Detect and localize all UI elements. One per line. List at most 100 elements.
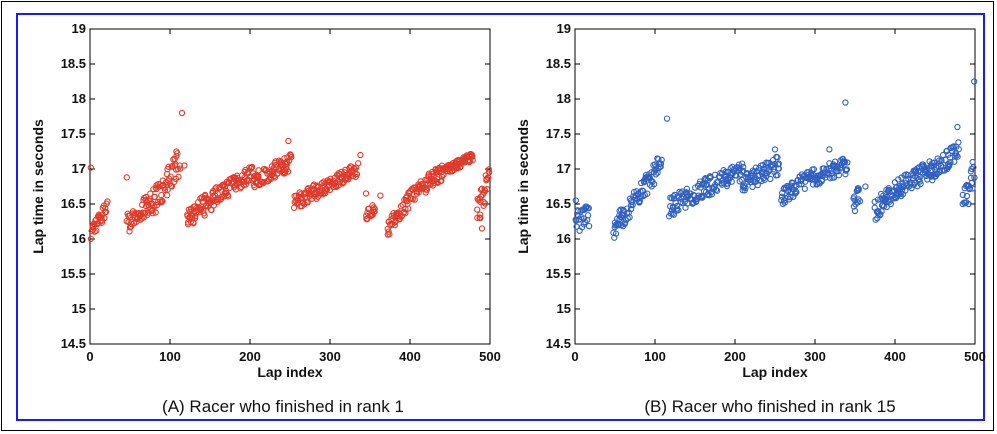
panel-a: 14.5 15 15.5 16 16.5 17 17.5 18 18.5 19 0 100 200 300…	[30, 21, 501, 416]
data-point	[862, 183, 869, 190]
data-point	[898, 192, 905, 200]
data-point	[930, 159, 937, 166]
x-tick-label: 0	[571, 349, 578, 364]
panel-b: 14.5 15 15.5 16 16.5 17 17.5 18 18.5 19 0 100 200 300…	[515, 21, 986, 416]
data-point	[285, 137, 292, 145]
y-tick-label: 14.5	[61, 336, 86, 351]
data-point	[481, 200, 489, 207]
data-point	[657, 160, 665, 167]
y-tick-label: 18	[557, 91, 571, 106]
data-point	[670, 211, 678, 218]
x-tick-label: 400	[399, 349, 421, 364]
data-point	[615, 221, 622, 229]
x-tick-label: 200	[239, 349, 261, 364]
data-point	[856, 197, 864, 205]
data-point	[411, 196, 418, 203]
data-point	[176, 162, 183, 169]
data-point	[635, 198, 642, 206]
data-point	[951, 158, 958, 165]
data-point	[371, 208, 378, 215]
data-point	[663, 115, 671, 122]
data-point	[177, 165, 184, 172]
data-point	[355, 160, 362, 167]
data-point	[402, 210, 409, 217]
data-point	[284, 160, 291, 167]
data-point	[739, 160, 746, 167]
data-point	[453, 163, 461, 171]
data-point	[346, 173, 353, 180]
data-point	[801, 185, 808, 192]
data-point	[423, 186, 431, 193]
data-point	[480, 198, 487, 206]
scatter-series	[572, 78, 978, 241]
data-point	[851, 207, 859, 215]
data-point	[654, 155, 661, 162]
data-point	[657, 163, 664, 170]
y-tick-label: 17.5	[546, 126, 571, 141]
data-point	[304, 199, 311, 206]
data-point	[151, 193, 158, 201]
scatter-series	[87, 109, 493, 242]
data-point	[165, 163, 172, 170]
data-point	[971, 174, 978, 181]
data-point	[696, 180, 703, 188]
data-point	[915, 167, 922, 175]
data-point	[178, 109, 186, 117]
data-point	[675, 207, 682, 214]
data-point	[775, 160, 782, 167]
y-tick-label: 19	[72, 21, 86, 36]
data-point	[485, 166, 493, 173]
data-point	[101, 214, 108, 222]
data-point	[895, 176, 902, 183]
y-tick-label: 14.5	[546, 336, 571, 351]
data-point	[620, 212, 627, 219]
data-point	[93, 227, 100, 234]
y-tick-label: 17.5	[61, 126, 86, 141]
data-point	[781, 199, 788, 206]
data-point	[712, 186, 720, 193]
data-point	[477, 211, 484, 218]
x-axis-label: Lap index	[257, 364, 323, 380]
y-tick-label: 18.5	[546, 56, 571, 71]
data-point	[402, 206, 409, 213]
data-point	[627, 205, 635, 213]
data-point	[959, 191, 966, 199]
data-point	[173, 152, 180, 160]
y-tick-label: 18.5	[61, 56, 86, 71]
data-point	[161, 186, 169, 194]
data-point	[962, 199, 969, 207]
data-point	[477, 193, 485, 200]
data-point	[740, 163, 747, 171]
x-tick-label: 500	[479, 349, 501, 364]
data-point	[969, 185, 976, 192]
data-point	[469, 153, 476, 160]
data-point	[123, 174, 130, 181]
data-point	[87, 235, 95, 242]
data-point	[201, 212, 208, 219]
data-point	[771, 146, 779, 153]
data-point	[167, 173, 174, 180]
data-point	[844, 159, 851, 166]
y-tick-label: 17	[72, 161, 86, 176]
data-point	[794, 177, 802, 184]
x-tick-label: 100	[644, 349, 666, 364]
y-tick-label: 16	[72, 231, 86, 246]
x-tick-label: 100	[159, 349, 181, 364]
y-axis-label: Lap time in seconds	[515, 119, 531, 254]
data-point	[902, 187, 909, 194]
data-point	[955, 146, 962, 153]
data-point	[357, 151, 364, 159]
y-tick-label: 16.5	[546, 196, 571, 211]
x-tick-label: 300	[319, 349, 341, 364]
panel-caption: (B) Racer who finished in rank 15	[644, 397, 895, 416]
data-point	[774, 161, 782, 168]
y-tick-label: 15	[72, 301, 86, 316]
data-point	[917, 180, 924, 188]
x-tick-label: 400	[884, 349, 906, 364]
data-point	[774, 154, 781, 161]
data-point	[887, 200, 894, 208]
data-point	[843, 166, 851, 173]
data-point	[826, 146, 833, 153]
